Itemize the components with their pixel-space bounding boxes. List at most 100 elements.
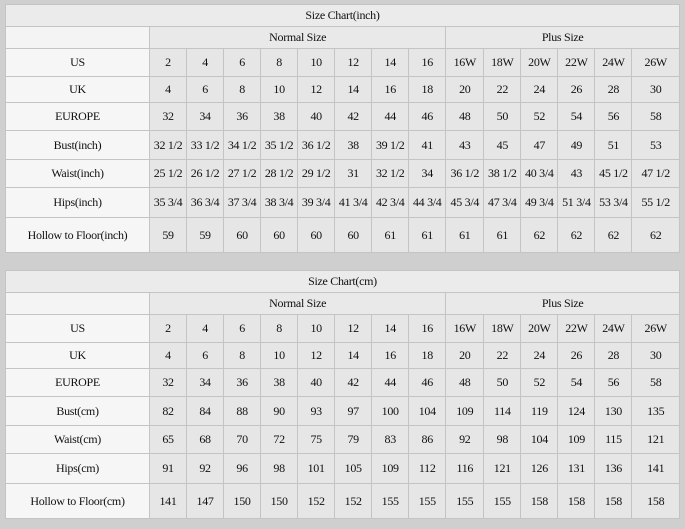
table-cell: 36 1/2 [445, 159, 485, 188]
table-cell: 70 [223, 425, 262, 454]
table-cell: 6 [223, 48, 262, 77]
table-cell: 36 1/2 [297, 130, 336, 160]
table-cell: 16 [408, 314, 447, 343]
table-cell: 101 [297, 453, 336, 484]
table-row: Hollow to Floor(inch) 59 59 60 60 60 60 61 61 61 6… [4, 217, 680, 253]
table-cell: 79 [334, 425, 373, 454]
table-cell: 58 [631, 368, 680, 397]
table-cell: 62 [557, 217, 596, 253]
table-cell: 52 [520, 102, 559, 131]
table-cell: 34 1/2 [223, 130, 262, 160]
table-cell: 98 [260, 453, 299, 484]
table-cell: 32 [149, 368, 188, 397]
table-cell: 18W [483, 314, 522, 343]
table-cell: 38 1/2 [483, 159, 522, 188]
table-cell: 109 [371, 453, 410, 484]
table-cell: 39 3/4 [297, 187, 336, 218]
table-cell: 22 [483, 342, 522, 369]
table-cell: 18 [408, 342, 447, 369]
table-cell: 61 [408, 217, 447, 253]
table-cell: 26 1/2 [186, 159, 225, 188]
table-cell: 34 [186, 102, 225, 131]
table-cell: 28 1/2 [260, 159, 299, 188]
table-cell: 28 [594, 342, 633, 369]
table-cell: 147 [186, 483, 225, 519]
table-cell: 45 [483, 130, 522, 160]
size-chart-cm: Size Chart(cm) Normal Size Plus Size US 2 4 6 8… [4, 270, 680, 519]
table-cell: 30 [631, 76, 680, 103]
table-cell: 56 [594, 102, 633, 131]
row-label: UK [4, 76, 151, 103]
table-cell: 40 [297, 368, 336, 397]
table-cell: 141 [149, 483, 188, 519]
table-cell: 27 1/2 [223, 159, 262, 188]
table-cell: 37 3/4 [223, 187, 262, 218]
table-cell: 40 3/4 [520, 159, 559, 188]
row-label: Hollow to Floor(cm) [4, 483, 151, 519]
table-cell: 68 [186, 425, 225, 454]
table-cell: 29 1/2 [297, 159, 336, 188]
table-cell: 62 [520, 217, 559, 253]
table-cell: 12 [297, 342, 336, 369]
table-cell: 58 [631, 102, 680, 131]
table-cell: 61 [371, 217, 410, 253]
table-cell: 6 [223, 314, 262, 343]
table-cell: 47 1/2 [631, 159, 680, 188]
table-cell: 92 [445, 425, 485, 454]
table-cell: 30 [631, 342, 680, 369]
table-cell: 152 [334, 483, 373, 519]
table-cell: 155 [483, 483, 522, 519]
table-cell: 32 [149, 102, 188, 131]
table-cell: 84 [186, 396, 225, 426]
table-cell: 46 [408, 368, 447, 397]
table-cell: 34 [186, 368, 225, 397]
table-cell: 47 [520, 130, 559, 160]
table-cell: 38 3/4 [260, 187, 299, 218]
table-cell: 6 [186, 76, 225, 103]
table-cell: 75 [297, 425, 336, 454]
table-cell: 59 [149, 217, 188, 253]
table-cell: 86 [408, 425, 447, 454]
table-cell: 44 [371, 368, 410, 397]
table-cell: 8 [223, 342, 262, 369]
chart-title: Size Chart(cm) [5, 270, 680, 293]
table-cell: 60 [297, 217, 336, 253]
table-cell: 36 [223, 368, 262, 397]
table-cell: 83 [371, 425, 410, 454]
table-cell: 16W [445, 314, 485, 343]
table-row: UK 4 6 8 10 12 14 16 18 20 22 24 26 28 30 [4, 342, 680, 369]
table-row: US 2 4 6 8 10 12 14 16 16W 18W 20W 22W 24W 26W [4, 314, 680, 343]
table-cell: 20W [520, 48, 559, 77]
table-cell: 51 [594, 130, 633, 160]
table-cell: 20 [445, 76, 485, 103]
table-cell: 2 [149, 314, 188, 343]
row-label: Bust(inch) [4, 130, 151, 160]
table-cell: 121 [631, 425, 680, 454]
table-cell: 38 [260, 102, 299, 131]
corner-cell [4, 26, 151, 49]
table-cell: 8 [260, 314, 299, 343]
table-cell: 12 [334, 48, 373, 77]
table-cell: 47 3/4 [483, 187, 522, 218]
table-cell: 158 [631, 483, 680, 519]
size-chart-inch: Size Chart(inch) Normal Size Plus Size US 2 4… [4, 4, 680, 253]
table-cell: 141 [631, 453, 680, 484]
table-cell: 26 [557, 76, 596, 103]
table-cell: 4 [186, 314, 225, 343]
table-cell: 34 [408, 159, 447, 188]
table-cell: 97 [334, 396, 373, 426]
table-row: US 2 4 6 8 10 12 14 16 16W 18W 20W 22W 24W 26W [4, 48, 680, 77]
table-cell: 36 3/4 [186, 187, 225, 218]
table-cell: 4 [149, 342, 188, 369]
table-cell: 38 [260, 368, 299, 397]
table-cell: 112 [408, 453, 447, 484]
table-cell: 48 [445, 368, 485, 397]
table-cell: 130 [594, 396, 633, 426]
row-label: Hips(inch) [4, 187, 151, 218]
table-cell: 8 [260, 48, 299, 77]
table-cell: 26 [557, 342, 596, 369]
table-cell: 24W [594, 48, 633, 77]
table-cell: 6 [186, 342, 225, 369]
table-cell: 136 [594, 453, 633, 484]
table-cell: 16 [371, 76, 410, 103]
